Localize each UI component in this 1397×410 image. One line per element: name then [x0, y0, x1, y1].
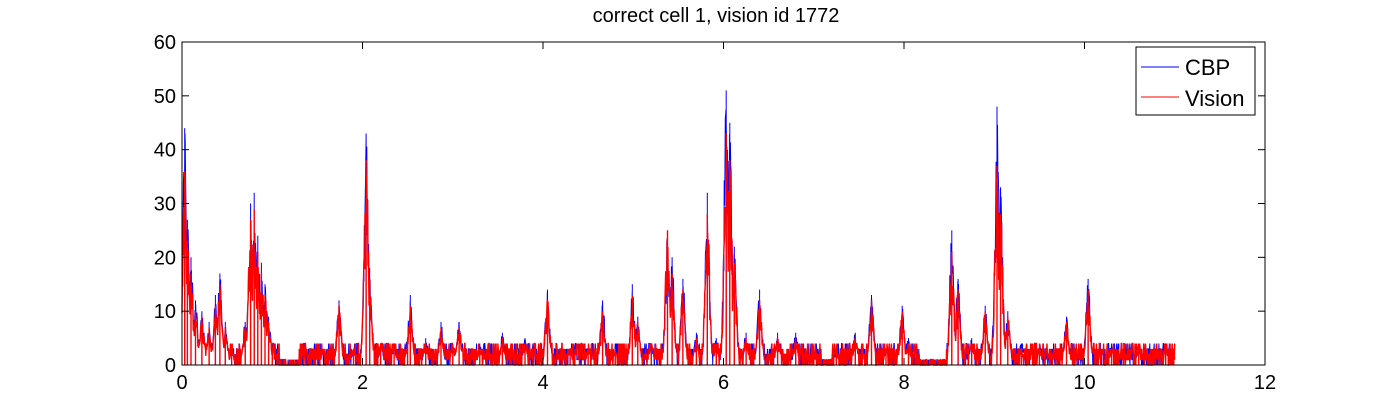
x-tick-label-2: 4 — [537, 372, 548, 394]
legend: CBP Vision — [1135, 46, 1256, 116]
x-tick-label-0: 0 — [176, 372, 187, 394]
series-line-cbp — [181, 90, 1176, 366]
axes-layer: 0 2 4 6 8 10 12 0 10 20 30 40 50 60 — [154, 32, 1276, 394]
series-line-vision — [181, 133, 1176, 366]
y-tick-label-2: 20 — [154, 247, 176, 269]
y-tick-label-4: 40 — [154, 140, 176, 162]
legend-label-vision: Vision — [1185, 86, 1245, 111]
y-tick-label-5: 50 — [154, 86, 176, 108]
chart-title: correct cell 1, vision id 1772 — [593, 5, 840, 27]
y-tick-label-0: 0 — [165, 355, 176, 377]
series-layer — [181, 90, 1176, 366]
legend-box — [1135, 46, 1256, 116]
y-tick-label-6: 60 — [154, 32, 176, 54]
legend-label-cbp: CBP — [1185, 55, 1230, 80]
x-tick-label-5: 10 — [1073, 372, 1095, 394]
x-tick-label-3: 6 — [718, 372, 729, 394]
y-tick-label-3: 30 — [154, 194, 176, 216]
y-tick-label-1: 10 — [154, 301, 176, 323]
x-tick-label-4: 8 — [898, 372, 909, 394]
x-tick-label-6: 12 — [1254, 372, 1276, 394]
x-tick-label-1: 2 — [357, 372, 368, 394]
